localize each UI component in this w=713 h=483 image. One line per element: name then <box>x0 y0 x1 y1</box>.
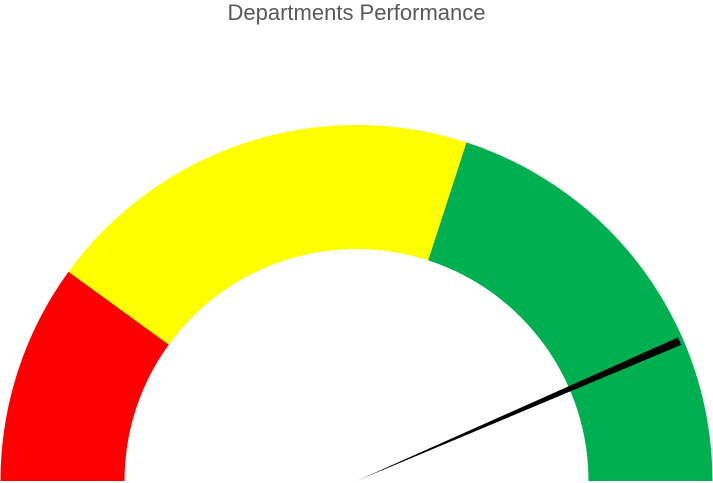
gauge-band-2 <box>68 124 467 345</box>
gauge-band-3 <box>428 142 713 481</box>
gauge-needle <box>356 337 682 481</box>
gauge-bands <box>0 124 713 481</box>
gauge-needle-group <box>356 337 682 481</box>
chart-title: Departments Performance <box>227 0 486 25</box>
gauge-band-1 <box>0 271 169 481</box>
